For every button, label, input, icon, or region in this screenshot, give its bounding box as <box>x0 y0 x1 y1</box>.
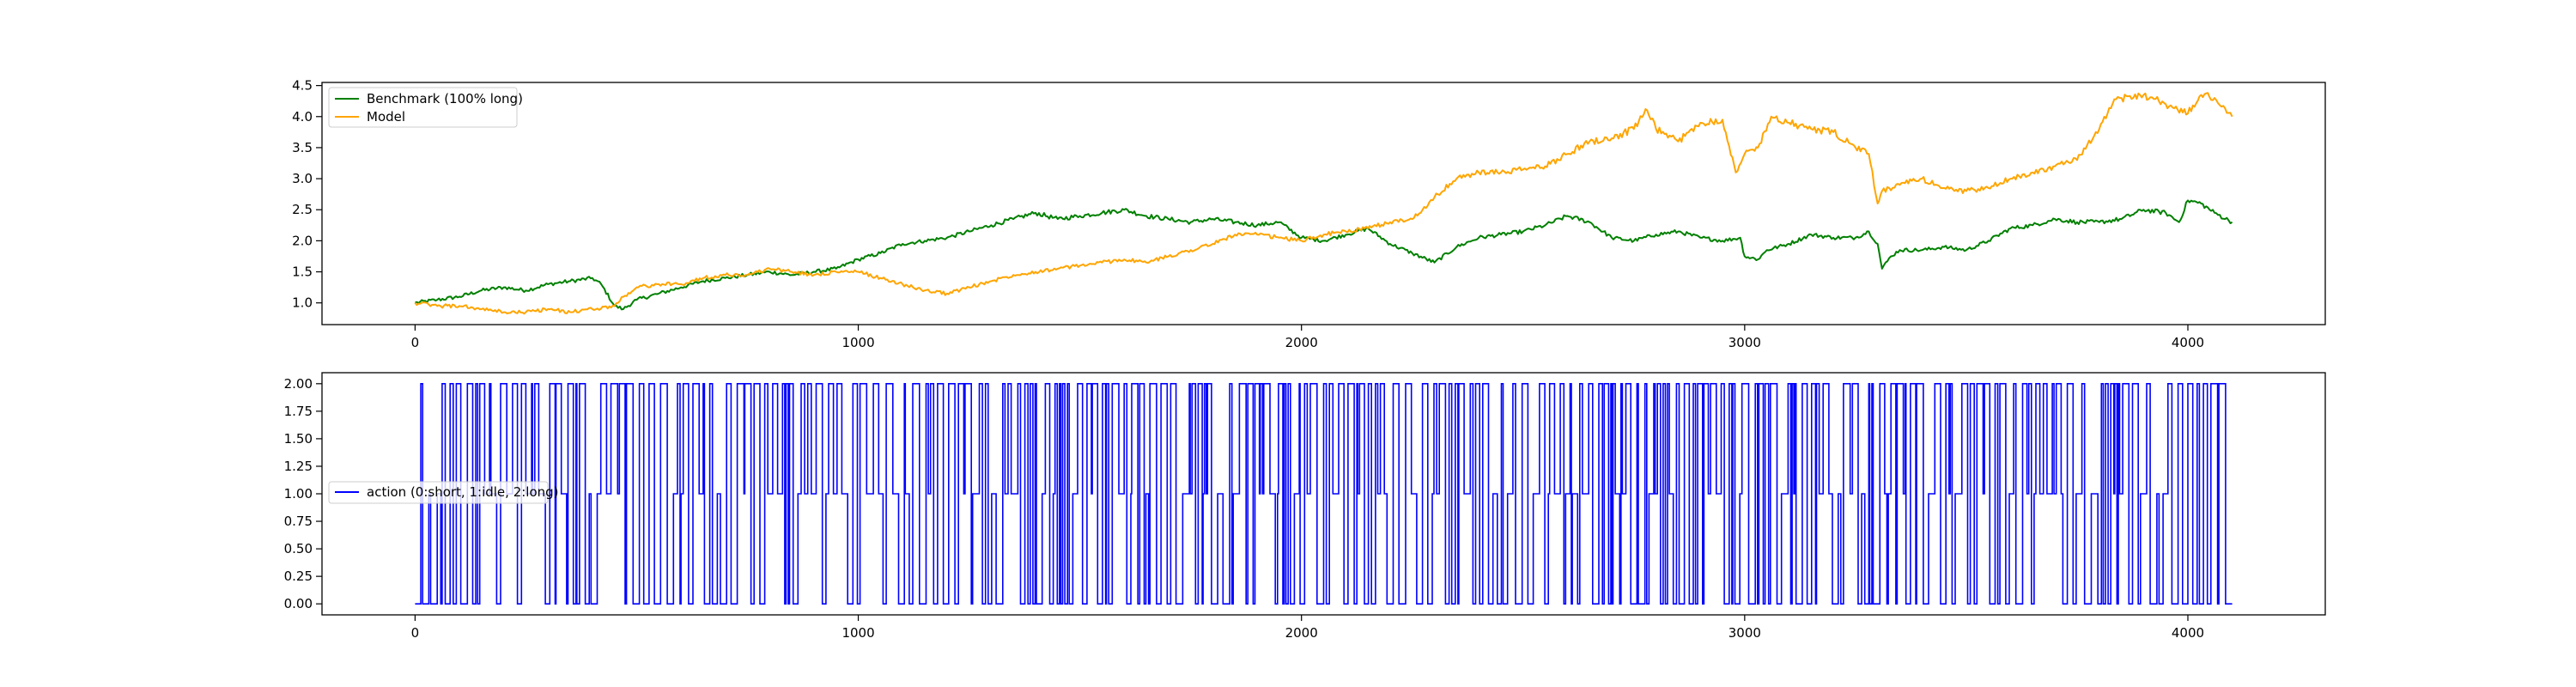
top-x-tick-label: 3000 <box>1728 335 1761 350</box>
top-y-tick-label: 2.5 <box>292 202 313 217</box>
legend-label-action: action (0:short, 1:idle, 2:long) <box>367 484 559 500</box>
bottom-y-tick-label: 1.75 <box>284 404 313 419</box>
bottom-x-tick-label: 4000 <box>2172 625 2204 641</box>
bottom-y-tick-label: 1.50 <box>284 431 313 447</box>
top-y-tick-label: 3.5 <box>292 140 313 155</box>
bottom-x-tick-label: 2000 <box>1285 625 1318 641</box>
bottom-x-tick-label: 3000 <box>1728 625 1761 641</box>
bottom-y-axis: 0.00 0.25 0.50 0.75 1.00 1.25 1.50 1.75 2.00 <box>284 376 322 611</box>
top-y-tick-label: 4.0 <box>292 109 313 125</box>
bottom-y-tick-label: 0.25 <box>284 568 313 584</box>
bottom-x-tick-label: 1000 <box>841 625 874 641</box>
top-y-tick-label: 3.0 <box>292 171 313 186</box>
action-series-line <box>415 383 2233 605</box>
top-x-tick-label: 1000 <box>841 335 874 350</box>
bottom-y-tick-label: 0.50 <box>284 541 313 556</box>
bottom-legend: action (0:short, 1:idle, 2:long) <box>328 481 559 504</box>
bottom-y-tick-label: 0.00 <box>284 596 313 611</box>
top-y-tick-label: 1.5 <box>292 264 313 280</box>
legend-label-benchmark: Benchmark (100% long) <box>367 91 523 106</box>
bottom-y-tick-label: 1.00 <box>284 486 313 502</box>
bottom-legend-box <box>328 481 549 504</box>
top-axes-frame <box>321 82 2326 325</box>
bottom-y-tick-label: 1.25 <box>284 459 313 474</box>
top-y-tick-label: 1.0 <box>292 295 313 311</box>
top-y-tick-label: 4.5 <box>292 78 313 94</box>
top-y-axis: 1.0 1.5 2.0 2.5 3.0 3.5 4.0 4.5 <box>292 78 322 311</box>
bottom-series-group <box>415 383 2233 605</box>
bottom-y-tick-label: 0.75 <box>284 514 313 529</box>
legend-label-model: Model <box>367 109 405 125</box>
top-x-tick-label: 4000 <box>2172 335 2204 350</box>
top-legend-box <box>328 87 518 128</box>
top-x-tick-label: 0 <box>411 335 420 350</box>
top-x-tick-label: 2000 <box>1285 335 1318 350</box>
top-y-tick-label: 2.0 <box>292 233 313 248</box>
bottom-subplot: 0 1000 2000 3000 4000 0.00 0.25 0.50 0.75 1.00 1.… <box>284 372 2326 641</box>
benchmark-series-line <box>414 199 2233 311</box>
top-subplot: 0 1000 2000 3000 4000 1.0 1.5 2.0 2.5 3.0 3.5 4.0 4… <box>292 78 2326 350</box>
bottom-x-tick-label: 0 <box>411 625 420 641</box>
model-series-line <box>414 92 2233 315</box>
bottom-x-axis: 0 1000 2000 3000 4000 <box>411 615 2204 641</box>
top-series-group <box>414 92 2233 315</box>
bottom-y-tick-label: 2.00 <box>284 376 313 392</box>
top-x-axis: 0 1000 2000 3000 4000 <box>411 325 2204 350</box>
top-legend: Benchmark (100% long) Model <box>328 87 523 128</box>
